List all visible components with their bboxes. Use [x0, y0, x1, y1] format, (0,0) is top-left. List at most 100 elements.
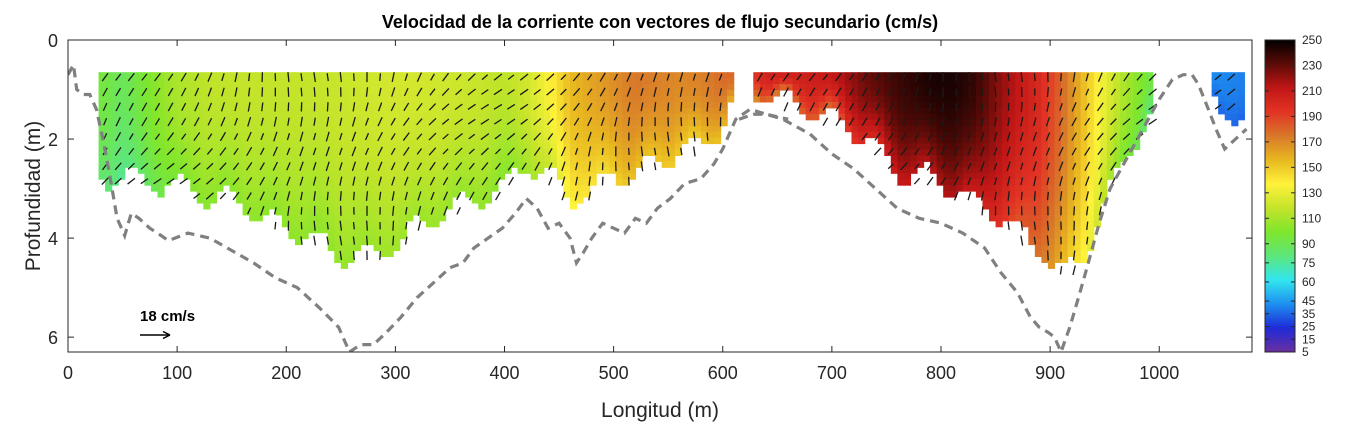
flow-vector	[507, 161, 515, 171]
velocity-cell	[380, 208, 388, 216]
velocity-cell	[347, 250, 355, 258]
velocity-cell	[1133, 107, 1141, 115]
velocity-cell	[524, 161, 532, 168]
flow-vector	[286, 191, 291, 201]
velocity-cell	[497, 137, 506, 145]
velocity-cell	[989, 113, 997, 121]
velocity-cell	[1002, 143, 1010, 151]
flow-vector	[379, 250, 382, 260]
velocity-cell	[484, 78, 493, 85]
velocity-cell	[314, 131, 322, 139]
velocity-cell	[183, 143, 191, 151]
velocity-cell	[982, 72, 990, 79]
velocity-cell	[550, 107, 558, 115]
flow-vector	[441, 118, 450, 125]
velocity-cell	[399, 72, 407, 79]
velocity-cell	[1100, 125, 1108, 133]
velocity-cell	[170, 84, 178, 91]
velocity-cell	[923, 143, 931, 151]
flow-vector	[680, 132, 683, 141]
velocity-cell	[602, 125, 610, 133]
velocity-cell	[648, 131, 656, 139]
flow-vector	[246, 146, 253, 157]
velocity-cell	[622, 167, 630, 174]
velocity-cell	[347, 191, 355, 198]
velocity-cell	[916, 95, 925, 103]
velocity-cell	[406, 149, 414, 156]
velocity-cells	[98, 72, 1245, 269]
velocity-cell	[805, 90, 813, 97]
velocity-cell	[956, 185, 964, 192]
velocity-cell	[628, 84, 637, 91]
velocity-cell	[1047, 78, 1056, 85]
velocity-cell	[465, 167, 473, 174]
flow-vector	[796, 102, 802, 111]
velocity-cell	[471, 191, 479, 198]
velocity-cell	[609, 119, 617, 127]
velocity-cell	[439, 155, 447, 162]
velocity-cell	[504, 78, 512, 85]
velocity-cell	[779, 84, 787, 91]
velocity-cell	[334, 72, 342, 79]
velocity-cell	[386, 191, 394, 198]
velocity-cell	[327, 220, 335, 228]
velocity-cell	[812, 78, 820, 85]
velocity-cell	[177, 167, 185, 174]
velocity-cell	[281, 90, 290, 97]
velocity-cell	[1231, 78, 1239, 85]
velocity-cell	[903, 143, 912, 151]
velocity-cell	[1139, 72, 1147, 79]
velocity-cell	[301, 95, 309, 103]
velocity-cell	[203, 90, 211, 97]
velocity-cell	[1080, 119, 1088, 127]
velocity-cell	[1080, 155, 1088, 162]
velocity-cell	[1002, 90, 1010, 97]
velocity-cell	[700, 107, 709, 115]
velocity-cell	[1061, 90, 1069, 97]
flow-vector	[429, 176, 436, 186]
velocity-cell	[517, 72, 525, 79]
velocity-cell	[314, 72, 322, 79]
velocity-cell	[340, 202, 348, 210]
velocity-cell	[445, 113, 453, 121]
velocity-cell	[301, 214, 309, 222]
velocity-cell	[504, 161, 512, 168]
flow-vector	[1059, 191, 1063, 201]
velocity-cell	[864, 113, 872, 121]
velocity-cell	[956, 131, 964, 139]
flow-vector	[365, 102, 369, 112]
flow-vector	[114, 177, 122, 185]
velocity-cell	[308, 179, 316, 186]
velocity-cell	[445, 196, 453, 204]
velocity-cell	[98, 78, 106, 85]
velocity-cell	[903, 119, 912, 127]
velocity-cell	[1231, 119, 1239, 127]
velocity-cell	[118, 90, 126, 97]
velocity-cell	[327, 101, 335, 109]
velocity-cell	[288, 95, 296, 103]
velocity-cell	[353, 137, 362, 145]
velocity-cell	[222, 125, 231, 133]
velocity-cell	[491, 173, 499, 180]
flow-vector	[339, 72, 343, 83]
velocity-cell	[406, 173, 414, 180]
velocity-cell	[923, 119, 931, 127]
velocity-cell	[118, 167, 126, 174]
flow-vector	[429, 88, 436, 96]
velocity-cell	[406, 191, 414, 198]
velocity-cell	[131, 113, 139, 121]
velocity-cell	[936, 101, 944, 109]
velocity-cell	[779, 72, 787, 79]
velocity-cell	[1139, 90, 1147, 97]
flow-vector	[481, 74, 489, 81]
velocity-cell	[380, 196, 388, 204]
velocity-cell	[1139, 101, 1147, 109]
velocity-cell	[628, 149, 637, 156]
velocity-cell	[1080, 238, 1088, 246]
velocity-cell	[432, 78, 440, 85]
velocity-cell	[399, 155, 407, 162]
flow-vector	[493, 88, 503, 96]
velocity-cell	[890, 107, 898, 115]
velocity-cell	[255, 143, 263, 151]
velocity-cell	[478, 84, 486, 91]
